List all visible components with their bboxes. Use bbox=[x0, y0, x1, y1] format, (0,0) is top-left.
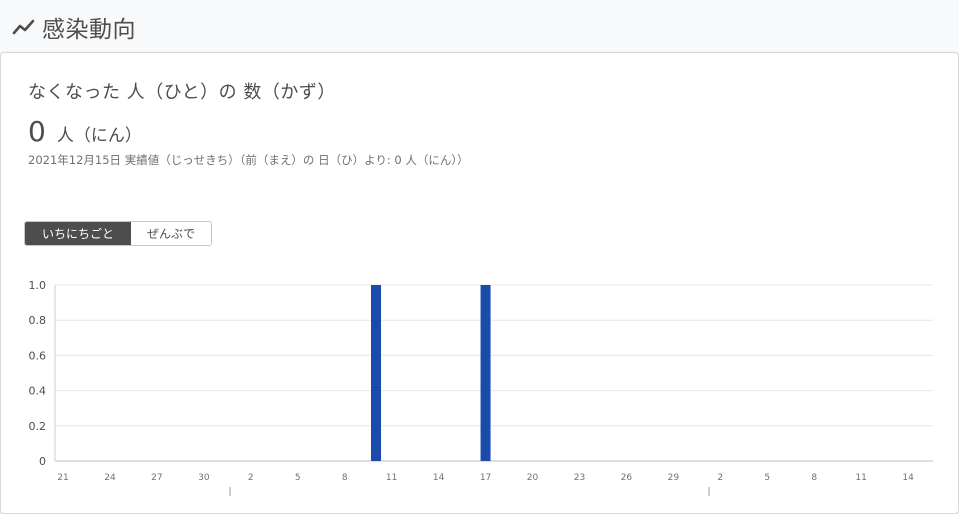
card-title: なくなった 人（ひと）の 数（かず） bbox=[28, 82, 336, 103]
bar bbox=[480, 285, 491, 461]
bar bbox=[371, 285, 381, 461]
x-tick-label: 5 bbox=[764, 473, 770, 483]
x-tick-label: 2 bbox=[717, 473, 723, 483]
view-toggle: いちにちごと ぜんぶで bbox=[24, 221, 212, 246]
bar-chart: 0 0.2 0.4 0.6 0.8 1.0 21 24 27 30 2 5 8 11 14 17 20 23 26 2… bbox=[29, 279, 933, 496]
x-tick-label: 14 bbox=[902, 473, 914, 483]
y-tick-label: 0.2 bbox=[29, 420, 47, 433]
y-tick-label: 0.8 bbox=[29, 314, 47, 327]
summary-unit: 人（にん） bbox=[56, 126, 142, 146]
x-tick-label: 27 bbox=[151, 473, 162, 483]
trend-line-icon bbox=[12, 19, 35, 35]
x-tick-label: 17 bbox=[480, 473, 491, 483]
x-tick-label: 29 bbox=[668, 473, 680, 483]
page-title: 感染動向 bbox=[42, 17, 136, 43]
x-tick-label: 8 bbox=[811, 473, 817, 483]
x-tick-label: 21 bbox=[57, 473, 68, 483]
x-tick-label: 24 bbox=[104, 473, 116, 483]
y-tick-label: 0 bbox=[39, 455, 46, 468]
x-tick-label: 5 bbox=[295, 473, 301, 483]
x-tick-label: 26 bbox=[621, 473, 633, 483]
summary-note: 2021年12月15日 実績値（じっせきち）（前（まえ）の 日（ひ）より: 0 … bbox=[28, 153, 469, 167]
toggle-daily-button[interactable]: いちにちごと bbox=[25, 222, 131, 245]
x-tick-label: 14 bbox=[433, 473, 445, 483]
x-tick-label: 8 bbox=[342, 473, 348, 483]
x-tick-label: 11 bbox=[855, 473, 866, 483]
x-tick-label: 20 bbox=[527, 473, 539, 483]
chart-card bbox=[0, 52, 959, 514]
x-tick-label: 2 bbox=[248, 473, 254, 483]
y-tick-label: 1.0 bbox=[29, 279, 47, 292]
x-tick-label: 11 bbox=[386, 473, 397, 483]
y-tick-label: 0.4 bbox=[29, 385, 47, 398]
x-tick-label: 23 bbox=[574, 473, 585, 483]
summary-value: 0 人（にん） bbox=[28, 115, 142, 148]
page-header: 感染動向 bbox=[0, 0, 959, 52]
summary-number: 0 bbox=[28, 115, 46, 148]
x-tick-label: 30 bbox=[198, 473, 210, 483]
toggle-cumulative-button[interactable]: ぜんぶで bbox=[131, 222, 211, 245]
y-tick-label: 0.6 bbox=[29, 349, 47, 362]
